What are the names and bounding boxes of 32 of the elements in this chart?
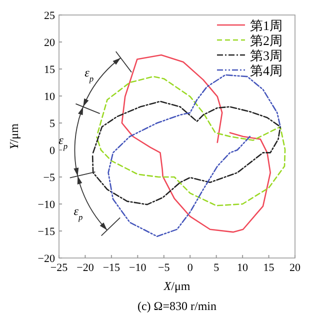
y-tick-label: 5: [50, 118, 56, 130]
x-axis-title: X/μm: [162, 279, 191, 293]
x-tick-label: −5: [158, 262, 170, 274]
legend-label: 第3周: [250, 48, 282, 63]
legend-label: 第2周: [250, 33, 282, 48]
y-tick-label: 0: [50, 145, 56, 157]
y-tick-label: 20: [44, 37, 56, 49]
x-tick-label: 5: [214, 262, 220, 274]
legend-label: 第1周: [250, 18, 282, 33]
legend-label: 第4周: [250, 63, 282, 78]
annotation: ε$_{p}$: [84, 65, 94, 83]
y-tick-label: −20: [38, 253, 56, 265]
y-tick-label: 15: [44, 64, 56, 76]
y-tick-label: 25: [44, 10, 56, 22]
x-tick-label: 15: [263, 262, 275, 274]
x-tick-label: −10: [129, 262, 147, 274]
y-tick-label: −10: [38, 199, 56, 211]
y-axis-title: Y/μm: [7, 122, 21, 150]
text: (c) Ω=830 r/min: [137, 299, 217, 313]
x-tick-label: −20: [76, 262, 94, 274]
x-tick-label: −15: [102, 262, 121, 274]
annotation: ε$_{p}$: [58, 133, 68, 151]
y-tick-label: −5: [43, 172, 56, 184]
y-tick-label: 10: [44, 91, 56, 103]
x-tick-label: −25: [50, 262, 68, 274]
x-tick-label: 0: [187, 262, 194, 274]
y-tick-label: −15: [38, 226, 56, 238]
annotation: ε$_{p}$: [74, 204, 83, 222]
x-tick-label: 20: [290, 262, 301, 274]
line-series: [92, 100, 281, 206]
line-series: [96, 76, 286, 206]
x-tick-label: 10: [237, 262, 249, 274]
